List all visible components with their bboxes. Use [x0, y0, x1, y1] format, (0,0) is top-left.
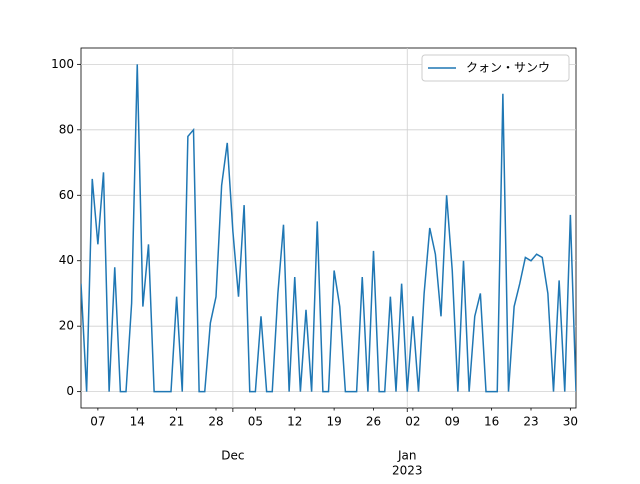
y-tick-label: 40: [59, 253, 74, 267]
line: [81, 64, 576, 393]
x-tick-label: 07: [90, 415, 105, 429]
x-tick-label: 14: [130, 415, 145, 429]
x-tick-label: 21: [169, 415, 184, 429]
legend-label: クォン・サンウ: [466, 61, 550, 75]
x-tick-label: 19: [326, 415, 341, 429]
y-tick-label: 20: [59, 319, 74, 333]
x-tick-label: 28: [208, 415, 223, 429]
x-month-label: Dec: [221, 449, 244, 463]
legend-box: [421, 54, 570, 82]
plot-frame: [80, 47, 577, 409]
x-tick-label: 30: [563, 415, 578, 429]
x-tick-label: 09: [445, 415, 460, 429]
y-tick-label: 100: [51, 57, 74, 71]
x-tick-label: 12: [287, 415, 302, 429]
x-tick-label: 02: [405, 415, 420, 429]
x-month-label: Jan: [397, 449, 417, 463]
x-tick-label: 23: [523, 415, 538, 429]
y-tick-label: 60: [59, 188, 74, 202]
y-tick-label: 80: [59, 122, 74, 136]
x-tick-label: 16: [484, 415, 499, 429]
y-tick-label: 0: [66, 384, 74, 398]
x-tick-label: 26: [366, 415, 381, 429]
x-tick-label: 05: [248, 415, 263, 429]
x-year-label: 2023: [392, 464, 423, 478]
